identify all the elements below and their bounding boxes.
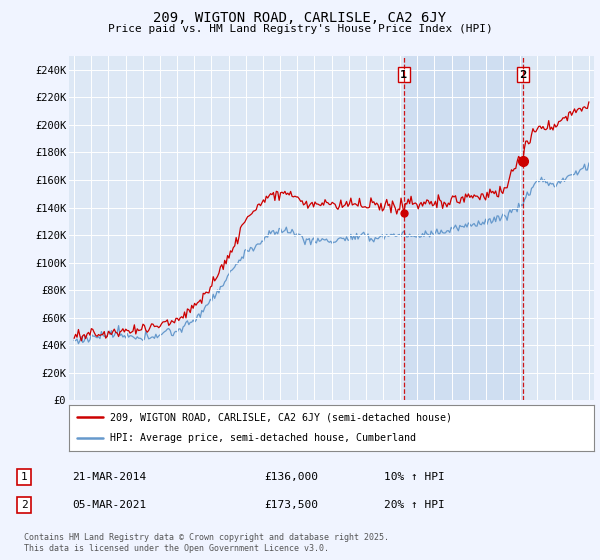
Text: 21-MAR-2014: 21-MAR-2014 xyxy=(72,472,146,482)
Text: Price paid vs. HM Land Registry's House Price Index (HPI): Price paid vs. HM Land Registry's House … xyxy=(107,24,493,34)
Text: 2: 2 xyxy=(520,70,527,80)
Text: 1: 1 xyxy=(400,70,407,80)
Text: 05-MAR-2021: 05-MAR-2021 xyxy=(72,500,146,510)
Text: £173,500: £173,500 xyxy=(264,500,318,510)
Bar xyxy=(404,56,523,400)
Text: 209, WIGTON ROAD, CARLISLE, CA2 6JY: 209, WIGTON ROAD, CARLISLE, CA2 6JY xyxy=(154,11,446,25)
Text: 209, WIGTON ROAD, CARLISLE, CA2 6JY (semi-detached house): 209, WIGTON ROAD, CARLISLE, CA2 6JY (sem… xyxy=(110,412,452,422)
Text: Contains HM Land Registry data © Crown copyright and database right 2025.
This d: Contains HM Land Registry data © Crown c… xyxy=(24,533,389,553)
Text: 2: 2 xyxy=(20,500,28,510)
Text: £136,000: £136,000 xyxy=(264,472,318,482)
Text: 1: 1 xyxy=(20,472,28,482)
Text: 20% ↑ HPI: 20% ↑ HPI xyxy=(384,500,445,510)
Text: HPI: Average price, semi-detached house, Cumberland: HPI: Average price, semi-detached house,… xyxy=(110,433,416,444)
Text: 10% ↑ HPI: 10% ↑ HPI xyxy=(384,472,445,482)
